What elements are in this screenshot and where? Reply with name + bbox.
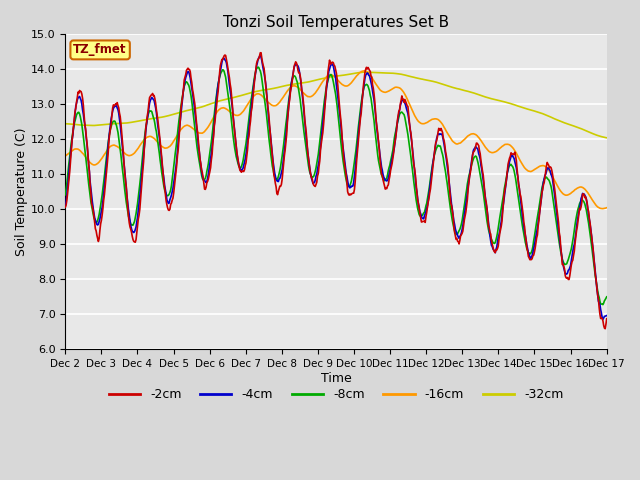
Y-axis label: Soil Temperature (C): Soil Temperature (C) bbox=[15, 127, 28, 256]
Text: TZ_fmet: TZ_fmet bbox=[74, 43, 127, 57]
X-axis label: Time: Time bbox=[321, 372, 351, 385]
Legend: -2cm, -4cm, -8cm, -16cm, -32cm: -2cm, -4cm, -8cm, -16cm, -32cm bbox=[104, 383, 568, 406]
Title: Tonzi Soil Temperatures Set B: Tonzi Soil Temperatures Set B bbox=[223, 15, 449, 30]
